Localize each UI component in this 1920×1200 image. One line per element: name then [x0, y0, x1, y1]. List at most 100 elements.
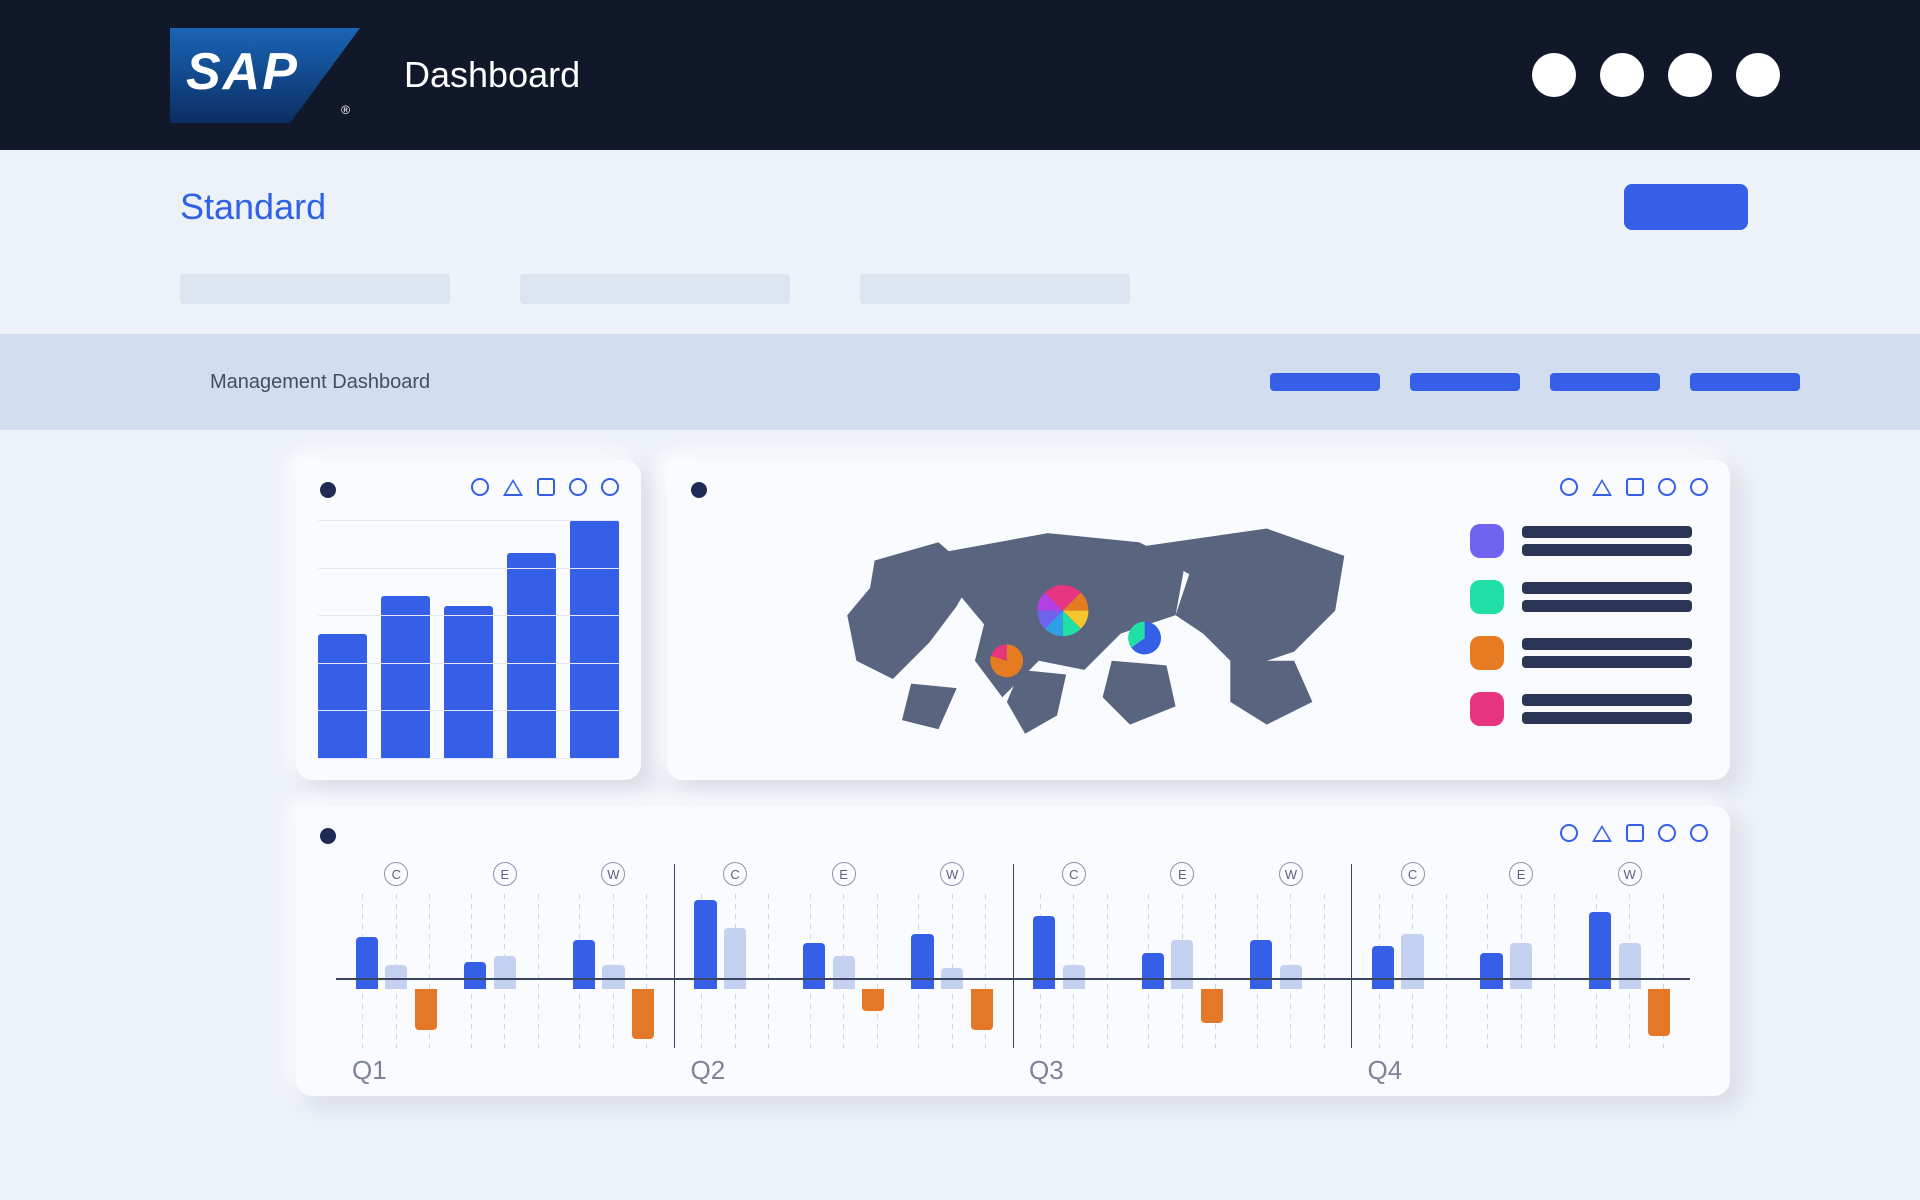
card-indicator-icon	[320, 828, 336, 844]
quarter-group: C	[1358, 864, 1467, 1048]
group-label: E	[1170, 862, 1194, 886]
filter-chip-1[interactable]	[180, 274, 450, 304]
quarter-bar	[1201, 989, 1223, 1023]
group-label: W	[1279, 862, 1303, 886]
quarter-bar	[724, 928, 746, 990]
legend-row[interactable]	[1470, 692, 1692, 726]
legend-bars	[1522, 582, 1692, 612]
quarter-column: CEW	[675, 864, 1014, 1048]
quarter-column: CEW	[1352, 864, 1690, 1048]
tool-square-icon[interactable]	[1626, 478, 1644, 496]
mini-bar	[381, 596, 430, 758]
mini-bar	[507, 553, 556, 758]
quarter-bar	[1619, 943, 1641, 989]
tool-circle2-icon[interactable]	[569, 478, 587, 496]
card-indicator-icon	[320, 482, 336, 498]
quarter-group: C	[681, 864, 790, 1048]
legend-bars	[1522, 526, 1692, 556]
quarter-group: C	[342, 864, 451, 1048]
tool-circle2-icon[interactable]	[1658, 478, 1676, 496]
quarter-bar	[803, 943, 825, 989]
tool-circle2-icon[interactable]	[1658, 824, 1676, 842]
registered-mark: ®	[341, 103, 350, 117]
legend-swatch	[1470, 580, 1504, 614]
quarter-bar	[464, 962, 486, 990]
quarter-column: CEW	[1014, 864, 1353, 1048]
quarter-bar	[573, 940, 595, 989]
section-tab-4[interactable]	[1690, 373, 1800, 391]
tool-circle-icon[interactable]	[1560, 824, 1578, 842]
tool-square-icon[interactable]	[1626, 824, 1644, 842]
quarter-bar	[1510, 943, 1532, 989]
tool-circle-icon[interactable]	[1560, 478, 1578, 496]
tool-square-icon[interactable]	[537, 478, 555, 496]
quarter-bar	[1480, 953, 1502, 990]
legend-swatch	[1470, 636, 1504, 670]
quarter-label: Q2	[675, 1055, 1014, 1086]
tool-triangle-icon[interactable]	[503, 479, 523, 496]
tool-circle3-icon[interactable]	[1690, 478, 1708, 496]
legend-row[interactable]	[1470, 636, 1692, 670]
filter-row	[0, 250, 1920, 334]
topbar-actions	[1532, 53, 1780, 97]
filter-chip-2[interactable]	[520, 274, 790, 304]
tool-triangle-icon[interactable]	[1592, 825, 1612, 842]
zero-axis	[336, 978, 674, 980]
topbar: SAP ® Dashboard	[0, 0, 1920, 150]
section-tab-2[interactable]	[1410, 373, 1520, 391]
group-label: W	[601, 862, 625, 886]
legend-row[interactable]	[1470, 580, 1692, 614]
europe-map	[731, 524, 1456, 752]
quarter-bar	[911, 934, 933, 989]
quarter-bar	[1401, 934, 1423, 989]
legend-swatch	[1470, 524, 1504, 558]
quarter-bar	[356, 937, 378, 989]
legend-swatch	[1470, 692, 1504, 726]
quarter-chart: CEWCEWCEWCEW	[336, 864, 1690, 1048]
group-label: E	[1509, 862, 1533, 886]
topbar-action-3[interactable]	[1668, 53, 1712, 97]
group-label: C	[1062, 862, 1086, 886]
card-grid: CEWCEWCEWCEW Q1Q2Q3Q4	[0, 430, 1920, 1096]
group-label: E	[832, 862, 856, 886]
tool-triangle-icon[interactable]	[1592, 479, 1612, 496]
tool-circle-icon[interactable]	[471, 478, 489, 496]
quarter-bar	[694, 900, 716, 989]
zero-axis	[675, 978, 1013, 980]
card-indicator-icon	[691, 482, 707, 498]
mini-bar-chart	[318, 520, 619, 758]
quarter-card: CEWCEWCEWCEW Q1Q2Q3Q4	[296, 806, 1730, 1096]
map-area	[731, 524, 1456, 752]
mini-bar	[570, 520, 619, 758]
quarter-label: Q4	[1352, 1055, 1691, 1086]
quarter-column: CE W	[336, 864, 675, 1048]
legend-bars	[1522, 638, 1692, 668]
topbar-action-4[interactable]	[1736, 53, 1780, 97]
quarter-group: C	[1020, 864, 1129, 1048]
section-tab-1[interactable]	[1270, 373, 1380, 391]
quarter-group: W	[559, 864, 668, 1048]
quarter-label: Q3	[1013, 1055, 1352, 1086]
quarter-group: E	[1467, 864, 1576, 1048]
section-tab-3[interactable]	[1550, 373, 1660, 391]
quarter-bar	[494, 956, 516, 990]
primary-action-button[interactable]	[1624, 184, 1748, 230]
tool-circle3-icon[interactable]	[601, 478, 619, 496]
sap-logo-text: SAP	[186, 42, 299, 102]
map-pie-rainbow	[1037, 585, 1088, 636]
quarter-group: E	[451, 864, 560, 1048]
map-card	[667, 460, 1730, 780]
topbar-action-2[interactable]	[1600, 53, 1644, 97]
legend-row[interactable]	[1470, 524, 1692, 558]
page-mode-title[interactable]: Standard	[180, 186, 326, 228]
filter-chip-3[interactable]	[860, 274, 1130, 304]
tool-circle3-icon[interactable]	[1690, 824, 1708, 842]
section-tabs	[1270, 373, 1800, 391]
group-label: C	[723, 862, 747, 886]
legend-bars	[1522, 694, 1692, 724]
quarter-bar	[862, 989, 884, 1011]
mini-bar-card	[296, 460, 641, 780]
quarter-bar	[971, 989, 993, 1029]
topbar-action-1[interactable]	[1532, 53, 1576, 97]
quarter-labels: Q1Q2Q3Q4	[336, 1055, 1690, 1086]
